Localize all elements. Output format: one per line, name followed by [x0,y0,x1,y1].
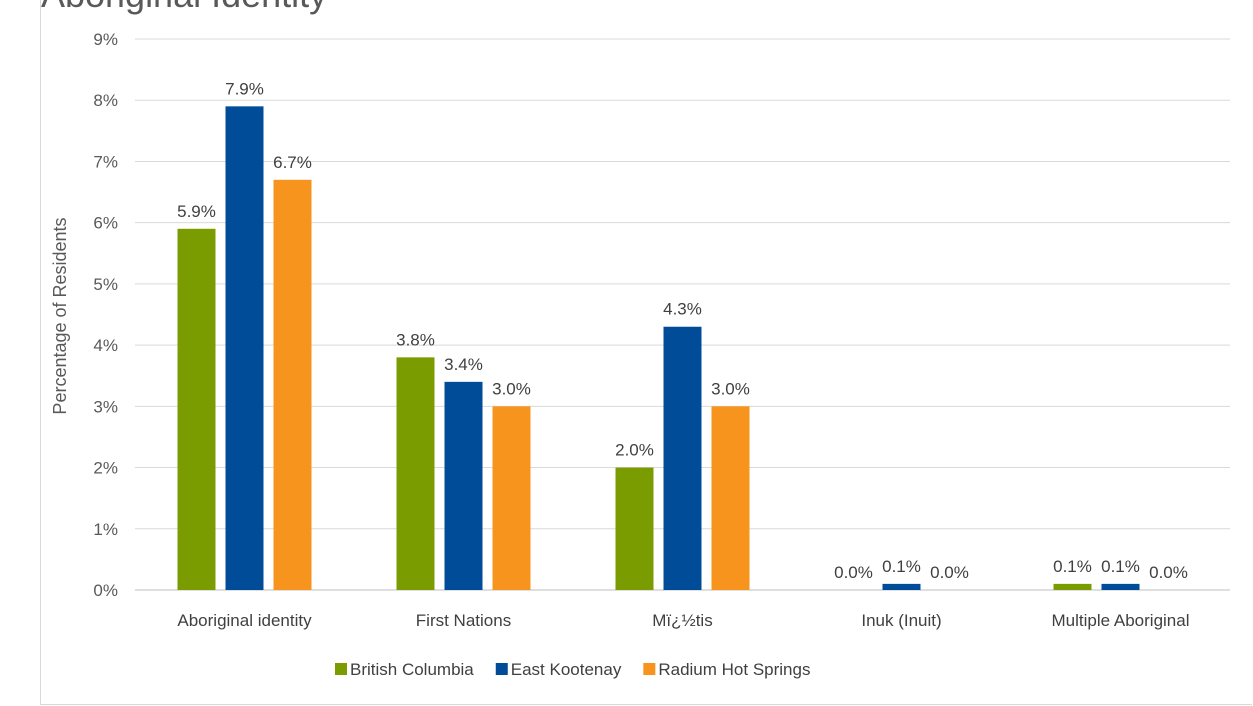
data-label: 0.0% [930,563,969,582]
bar [615,467,654,590]
chart-title-clipped: Aboriginal Identity [41,0,327,16]
bar [492,406,531,590]
legend-label: East Kootenay [511,660,622,679]
chart-frame: Aboriginal Identity [40,0,1252,705]
data-label: 2.0% [615,441,654,460]
bar [396,357,435,590]
y-tick-label: 1% [93,520,118,539]
y-axis-label: Percentage of Residents [50,217,70,414]
data-label: 3.0% [492,379,531,398]
bar [711,406,750,590]
legend: British Columbia East Kootenay Radium Hot … [335,660,810,679]
y-tick-label: 2% [93,459,118,478]
legend-swatch [643,663,656,675]
data-label: 3.4% [444,355,483,374]
data-label: 3.0% [711,379,750,398]
data-label: 7.9% [225,79,264,98]
x-category-label: First Nations [416,611,511,630]
data-label: 6.7% [273,153,312,172]
legend-label: British Columbia [350,660,474,679]
legend-swatch [495,663,508,675]
bars [177,106,1140,591]
bar [225,106,264,590]
data-label: 0.1% [1053,557,1092,576]
data-label: 5.9% [177,202,216,221]
x-axis-categories: Aboriginal identity First Nations Mï¿½tis I… [177,611,1189,630]
data-label: 0.0% [834,563,873,582]
gridlines [135,38,1230,591]
bar [1101,583,1140,590]
data-label: 4.3% [663,300,702,319]
data-label: 0.1% [882,557,921,576]
bar [882,583,921,590]
x-category-label: Aboriginal identity [177,611,312,630]
data-label: 0.0% [1149,563,1188,582]
y-tick-label: 7% [93,152,118,171]
x-category-label: Multiple Aboriginal [1052,611,1190,630]
y-tick-label: 6% [93,214,118,233]
bar [1053,583,1092,590]
y-tick-label: 4% [93,336,118,355]
data-label: 0.1% [1101,557,1140,576]
data-labels: 5.9% 7.9% 6.7% 3.8% 3.4% 3.0% 2.0% 4.3% 3.0% 0.0%… [177,79,1188,582]
data-label: 3.8% [396,330,435,349]
bar [663,326,702,590]
bar [177,228,216,591]
y-tick-label: 8% [93,91,118,110]
y-tick-label: 9% [93,30,118,49]
legend-label: Radium Hot Springs [658,660,810,679]
y-axis-ticks: 0% 1% 2% 3% 4% 5% 6% 7% 8% 9% [93,30,118,600]
x-category-label: Inuk (Inuit) [861,611,941,630]
legend-swatch [335,663,347,675]
bar [273,179,312,591]
y-tick-label: 5% [93,275,118,294]
y-tick-label: 0% [93,581,118,600]
bar [444,381,483,590]
y-tick-label: 3% [93,397,118,416]
x-category-label: Mï¿½tis [652,611,712,630]
